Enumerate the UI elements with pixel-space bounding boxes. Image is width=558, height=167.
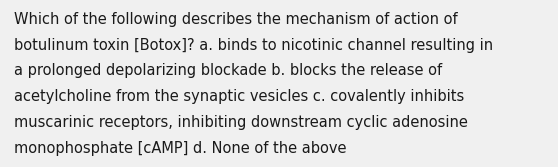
Text: muscarinic receptors, inhibiting downstream cyclic adenosine: muscarinic receptors, inhibiting downstr… (14, 115, 468, 130)
Text: monophosphate [cAMP] d. None of the above: monophosphate [cAMP] d. None of the abov… (14, 141, 347, 156)
Text: Which of the following describes the mechanism of action of: Which of the following describes the mec… (14, 12, 458, 27)
Text: a prolonged depolarizing blockade b. blocks the release of: a prolonged depolarizing blockade b. blo… (14, 63, 442, 78)
Text: acetylcholine from the synaptic vesicles c. covalently inhibits: acetylcholine from the synaptic vesicles… (14, 89, 464, 104)
Text: botulinum toxin [Botox]? a. binds to nicotinic channel resulting in: botulinum toxin [Botox]? a. binds to nic… (14, 38, 493, 53)
